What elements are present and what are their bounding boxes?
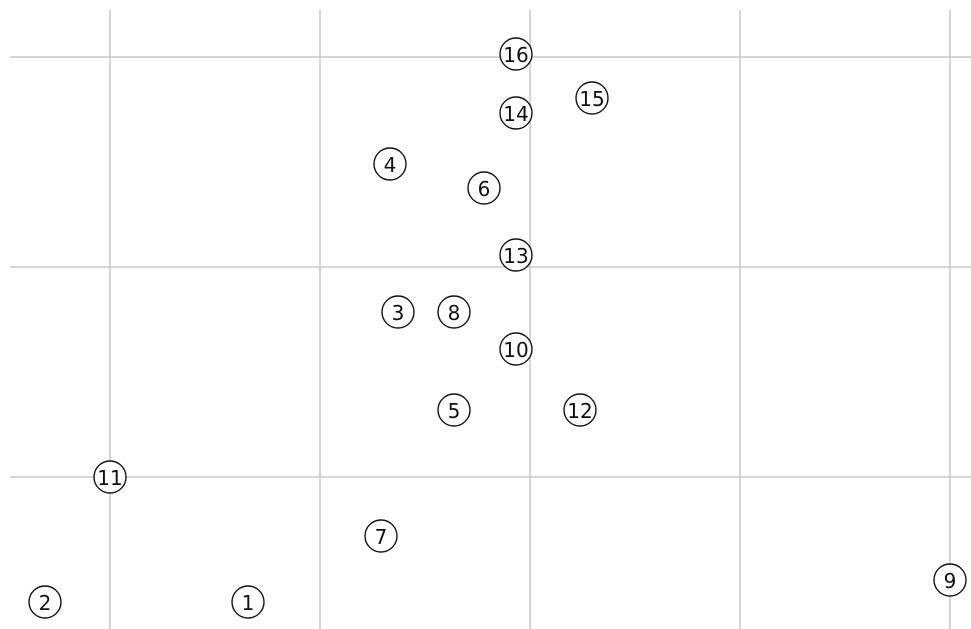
node: 3 xyxy=(381,295,415,329)
node: 15 xyxy=(575,81,609,115)
node-circle xyxy=(499,238,533,272)
node-circle xyxy=(933,563,967,597)
node-label: 3 xyxy=(392,301,405,325)
node-label: 4 xyxy=(384,153,397,177)
grid xyxy=(10,10,971,629)
node-circle xyxy=(93,460,127,494)
node: 5 xyxy=(437,393,471,427)
node: 10 xyxy=(499,332,533,366)
node-label: 1 xyxy=(242,591,255,615)
node: 12 xyxy=(563,393,597,427)
node: 7 xyxy=(364,519,398,553)
node-circle xyxy=(437,295,471,329)
node-circle xyxy=(231,585,265,619)
node-circle xyxy=(499,96,533,130)
node-circle xyxy=(437,393,471,427)
node-circle xyxy=(563,393,597,427)
node: 6 xyxy=(467,171,501,205)
node-label: 2 xyxy=(39,591,52,615)
node-circle xyxy=(28,585,62,619)
node: 8 xyxy=(437,295,471,329)
node: 2 xyxy=(28,585,62,619)
node: 11 xyxy=(93,460,127,494)
node-label: 6 xyxy=(478,177,491,201)
node-label: 16 xyxy=(503,43,528,67)
node: 16 xyxy=(499,37,533,71)
node: 9 xyxy=(933,563,967,597)
node-label: 5 xyxy=(448,399,461,423)
node-circle xyxy=(373,147,407,181)
node-circle xyxy=(499,37,533,71)
node-label: 9 xyxy=(944,569,957,593)
node-label: 11 xyxy=(97,466,122,490)
node-circle xyxy=(467,171,501,205)
node-circle xyxy=(575,81,609,115)
node-label: 12 xyxy=(567,399,592,423)
node-label: 10 xyxy=(503,338,528,362)
node-label: 15 xyxy=(579,87,604,111)
node: 14 xyxy=(499,96,533,130)
node-circle xyxy=(364,519,398,553)
node-label: 7 xyxy=(375,525,388,549)
node-label: 13 xyxy=(503,244,528,268)
node-circle xyxy=(381,295,415,329)
node: 4 xyxy=(373,147,407,181)
node-label: 14 xyxy=(503,102,528,126)
node-label: 8 xyxy=(448,301,461,325)
node: 1 xyxy=(231,585,265,619)
node: 13 xyxy=(499,238,533,272)
node-circle xyxy=(499,332,533,366)
